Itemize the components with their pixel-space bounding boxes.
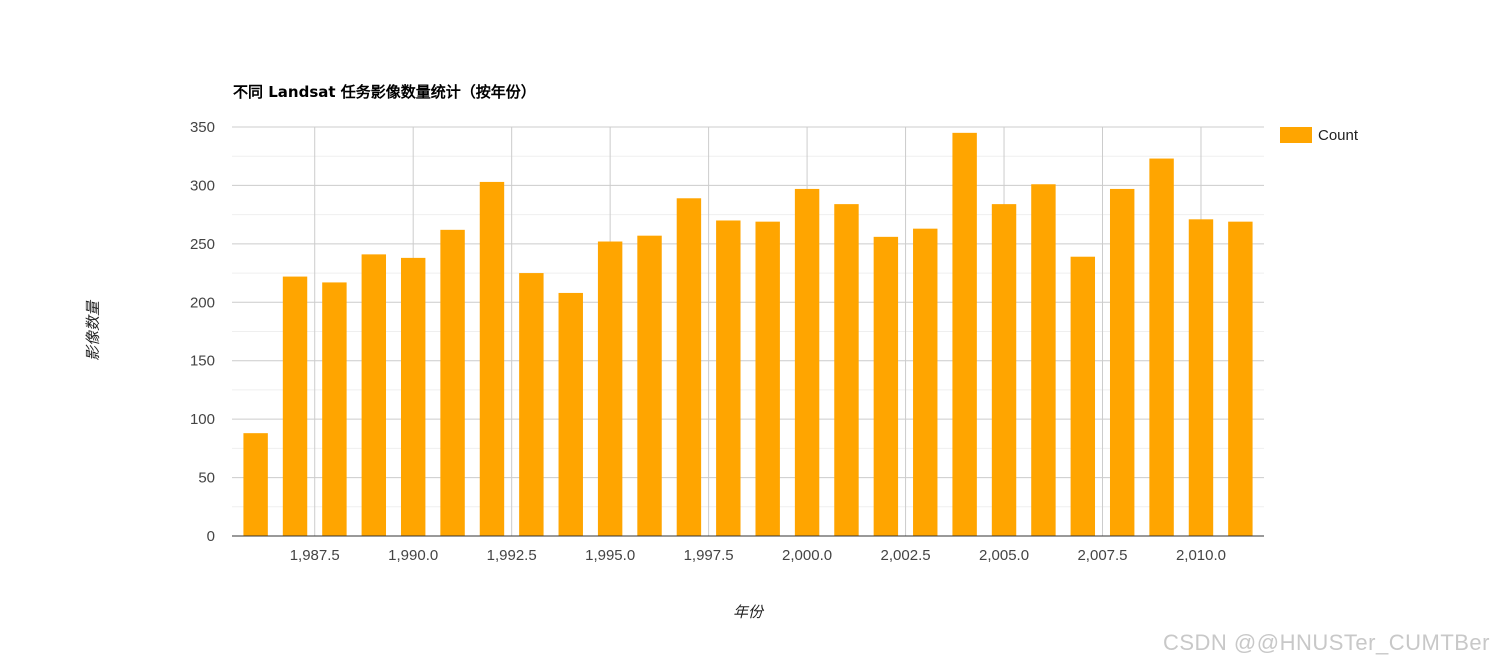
- bar: [952, 132, 977, 537]
- bar: [1070, 256, 1096, 536]
- bar: [716, 220, 741, 536]
- bar: [1149, 158, 1174, 536]
- bar: [913, 228, 938, 536]
- x-tick-label: 2,007.5: [1077, 547, 1127, 564]
- bar: [1031, 184, 1056, 536]
- bar: [597, 241, 623, 536]
- bar: [558, 292, 583, 536]
- bar: [519, 273, 544, 536]
- y-axis-label: 影像数量: [84, 299, 102, 361]
- bar: [400, 257, 426, 536]
- x-tick-label: 1,987.5: [290, 547, 340, 564]
- bar: [440, 229, 465, 536]
- x-axis-label: 年份: [733, 603, 765, 621]
- bar: [243, 433, 268, 536]
- x-tick-label: 2,002.5: [881, 547, 931, 564]
- bar: [676, 198, 702, 537]
- y-tick-label: 350: [190, 119, 215, 136]
- bar: [1188, 219, 1214, 536]
- x-tick-label: 1,992.5: [487, 547, 537, 564]
- bar: [991, 204, 1017, 536]
- y-tick-label: 100: [190, 411, 215, 428]
- grid: [232, 126, 1264, 537]
- y-tick-label: 150: [190, 353, 215, 370]
- y-tick-label: 0: [207, 528, 215, 545]
- bar: [834, 204, 859, 536]
- bars: [243, 132, 1253, 537]
- x-tick-label: 2,010.0: [1176, 547, 1226, 564]
- y-tick-label: 50: [198, 470, 215, 487]
- legend: Count: [1280, 127, 1359, 144]
- x-tick-label: 2,000.0: [782, 547, 832, 564]
- x-tick-label: 1,995.0: [585, 547, 635, 564]
- bar: [282, 276, 308, 536]
- bar: [479, 181, 505, 536]
- chart-title: 不同 Landsat 任务影像数量统计（按年份）: [233, 83, 536, 101]
- bar: [794, 188, 820, 537]
- y-tick-label: 200: [190, 294, 215, 311]
- legend-swatch: [1280, 127, 1312, 143]
- bar: [873, 236, 899, 537]
- legend-label: Count: [1318, 127, 1359, 144]
- x-tick-label: 1,997.5: [684, 547, 734, 564]
- y-tick-label: 300: [190, 177, 215, 194]
- bar: [322, 282, 347, 536]
- watermark: CSDN @@HNUSTer_CUMTBer: [1162, 630, 1490, 655]
- bar: [1109, 188, 1135, 537]
- bar: [361, 254, 387, 537]
- axes: 0 50 100 150 200 250 300 350 1,987.5 1,990.0 1,992…: [190, 119, 1264, 564]
- bar: [755, 221, 780, 536]
- bar: [1228, 221, 1253, 536]
- x-tick-label: 1,990.0: [388, 547, 438, 564]
- bar: [637, 235, 662, 537]
- y-tick-label: 250: [190, 236, 215, 253]
- x-tick-label: 2,005.0: [979, 547, 1029, 564]
